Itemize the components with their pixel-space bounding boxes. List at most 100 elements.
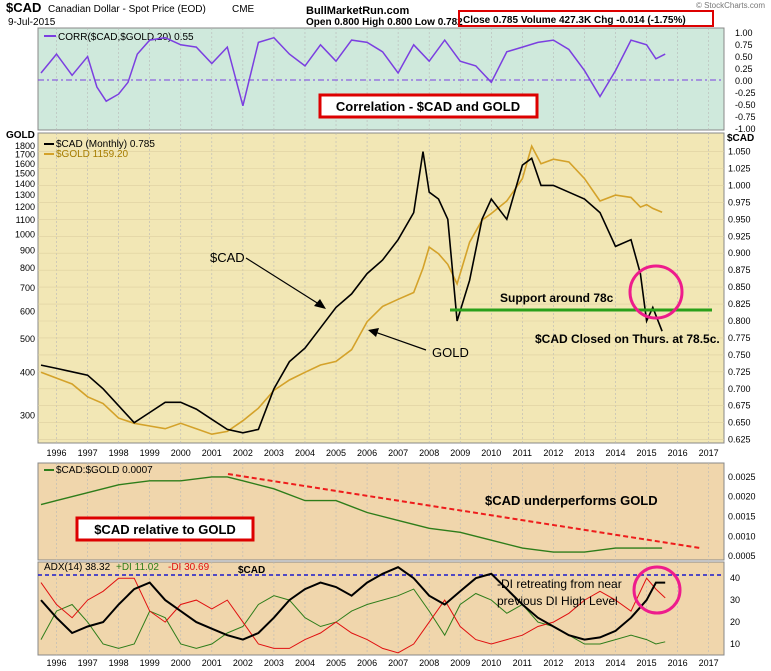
x-tick-label-price: 2005 [326,448,346,458]
x-tick-label-bottom: 1999 [140,658,160,668]
symbol-overlay: $CAD [238,565,265,576]
gold-y-tick: 1300 [15,190,35,200]
x-tick-label-bottom: 2001 [202,658,222,668]
ratio-y-tick: 0.0020 [728,492,756,502]
ratio-callout: $CAD relative to GOLD [94,522,236,537]
x-tick-label-price: 1996 [47,448,67,458]
corr-y-tick: 0.50 [735,52,753,62]
anno-cad-label: $CAD [210,250,245,265]
ratio-series-line [40,476,663,553]
x-tick-label-price: 2007 [388,448,408,458]
x-tick-label-bottom: 2011 [513,658,532,668]
x-tick-label-price: 2000 [171,448,191,458]
panel-adx [37,561,725,656]
x-tick-label-price: 2017 [699,448,719,458]
adx-anno-line2: previous DI High Level [497,594,618,608]
gold-y-tick: 900 [20,245,35,255]
cad-y-tick: 0.850 [728,282,751,292]
x-tick-label-price: 2002 [233,448,253,458]
description-label: Canadian Dollar - Spot Price (EOD) [48,4,206,15]
cad-y-tick: 0.750 [728,350,751,360]
exchange-label: CME [232,4,255,15]
cad-series-line [40,151,663,434]
gold-y-tick: 1500 [15,169,35,179]
corr-legend: CORR($CAD,$GOLD,20) 0.55 [58,32,194,43]
cad-axis-title: $CAD [727,133,754,144]
ratio-callout-box [75,516,255,542]
anno-support: Support around 78c [500,291,614,305]
anno-cad-arrow [245,257,323,307]
gold-y-tick: 1400 [15,179,35,189]
corr-series-line [40,36,666,106]
ratio-y-tick: 0.0005 [728,551,756,561]
cad-y-tick: 0.825 [728,299,751,309]
cad-y-tick: 0.975 [728,197,751,207]
date-label: 9-Jul-2015 [8,17,56,28]
adx-series-line [40,566,666,641]
ratio-y-tick: 0.0025 [728,472,756,482]
x-tick-label-bottom: 2010 [481,658,501,668]
ohlc-label: Open 0.800 High 0.800 Low 0.782 [306,17,463,28]
corr-y-tick: 0.75 [735,40,753,50]
x-tick-label-bottom: 2017 [699,658,719,668]
gold-y-tick: 1800 [15,141,35,151]
gold-y-tick: 400 [20,367,35,377]
corr-callout-box [318,93,539,119]
cad-y-tick: 1.025 [728,164,751,174]
gold-y-tick: 1200 [15,202,35,212]
ratio-y-tick: 0.0010 [728,531,756,541]
anno-gold-arrowhead [368,328,379,337]
adx-y-tick: 40 [730,573,740,583]
watermark-label: © StockCharts.com [696,1,765,10]
gold-y-tick: 800 [20,263,35,273]
x-tick-label-bottom: 1998 [109,658,129,668]
x-tick-label-price: 2013 [574,448,594,458]
axes: 1996 1996 1997 1997 1998 1998 1999 1999 2000 2000… [15,28,756,668]
x-tick-label-price: 2009 [450,448,470,458]
ratio-y-tick: 0.0015 [728,511,756,521]
x-tick-label-price: 2014 [606,448,626,458]
x-tick-label-bottom: 1997 [78,658,98,668]
x-tick-label-bottom: 2013 [574,658,594,668]
x-tick-label-bottom: 2012 [543,658,563,668]
x-tick-label-price: 2008 [419,448,439,458]
gold-y-tick: 1700 [15,150,35,160]
corr-callout: Correlation - $CAD and GOLD [336,99,520,114]
corr-y-tick: -0.50 [735,100,756,110]
ratio-anno: $CAD underperforms GOLD [485,493,658,508]
site-label: BullMarketRun.com [306,5,410,17]
cad-y-tick: 0.650 [728,418,751,428]
cad-y-tick: 1.000 [728,180,751,190]
gold-y-tick: 600 [20,306,35,316]
adx-y-tick: 30 [730,595,740,605]
corr-y-tick: -1.00 [735,124,756,134]
x-tick-label-price: 2006 [357,448,377,458]
cad-legend: $CAD (Monthly) 0.785 [56,139,155,150]
x-tick-label-bottom: 2004 [295,658,315,668]
adx-y-tick: 10 [730,639,740,649]
anno-cad-arrowhead [314,299,326,309]
x-tick-label-price: 2004 [295,448,315,458]
x-tick-label-bottom: 1996 [47,658,67,668]
x-tick-label-price: 2016 [668,448,688,458]
gold-y-tick: 500 [20,334,35,344]
x-tick-label-price: 2001 [202,448,222,458]
x-tick-label-bottom: 2006 [357,658,377,668]
x-tick-label-price: 2012 [543,448,563,458]
x-tick-label-bottom: 2009 [450,658,470,668]
symbol-label: $CAD [6,0,41,15]
ratio-legend: $CAD:$GOLD 0.0007 [56,465,153,476]
x-tick-label-price: 1999 [140,448,160,458]
x-tick-label-bottom: 2005 [326,658,346,668]
x-tick-label-price: 2010 [481,448,501,458]
corr-y-tick: -0.75 [735,112,756,122]
cad-y-tick: 0.625 [728,435,751,445]
adx-legend: ADX(14) 38.32 [44,562,111,573]
x-tick-label-bottom: 2000 [171,658,191,668]
gold-axis-title: GOLD [6,130,35,141]
gold-y-tick: 1000 [15,230,35,240]
gold-y-tick: 300 [20,411,35,421]
plusdi-legend: +DI 11.02 [116,562,159,573]
x-tick-label-bottom: 2016 [668,658,688,668]
